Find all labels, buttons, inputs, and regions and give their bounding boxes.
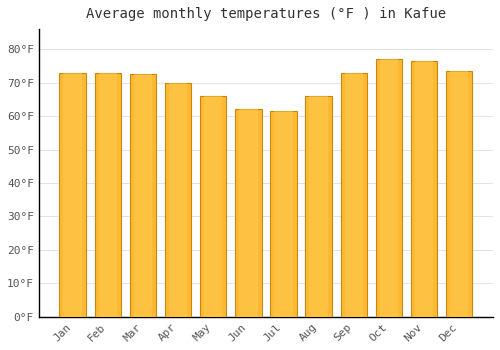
Bar — [134, 74, 152, 317]
Bar — [94, 72, 121, 317]
Bar — [376, 59, 402, 317]
Title: Average monthly temperatures (°F ) in Kafue: Average monthly temperatures (°F ) in Ka… — [86, 7, 446, 21]
Bar — [270, 111, 296, 317]
Bar — [169, 83, 188, 317]
Bar — [239, 109, 258, 317]
Bar — [380, 59, 398, 317]
Bar — [200, 96, 226, 317]
Bar — [274, 111, 292, 317]
Bar — [64, 72, 82, 317]
Bar — [60, 72, 86, 317]
Bar — [306, 96, 332, 317]
Bar — [235, 109, 262, 317]
Bar — [130, 74, 156, 317]
Bar — [310, 96, 328, 317]
Bar — [165, 83, 191, 317]
Bar — [344, 72, 363, 317]
Bar — [204, 96, 223, 317]
Bar — [98, 72, 117, 317]
Bar — [340, 72, 367, 317]
Bar — [415, 61, 434, 317]
Bar — [450, 71, 468, 317]
Bar — [411, 61, 438, 317]
Bar — [446, 71, 472, 317]
